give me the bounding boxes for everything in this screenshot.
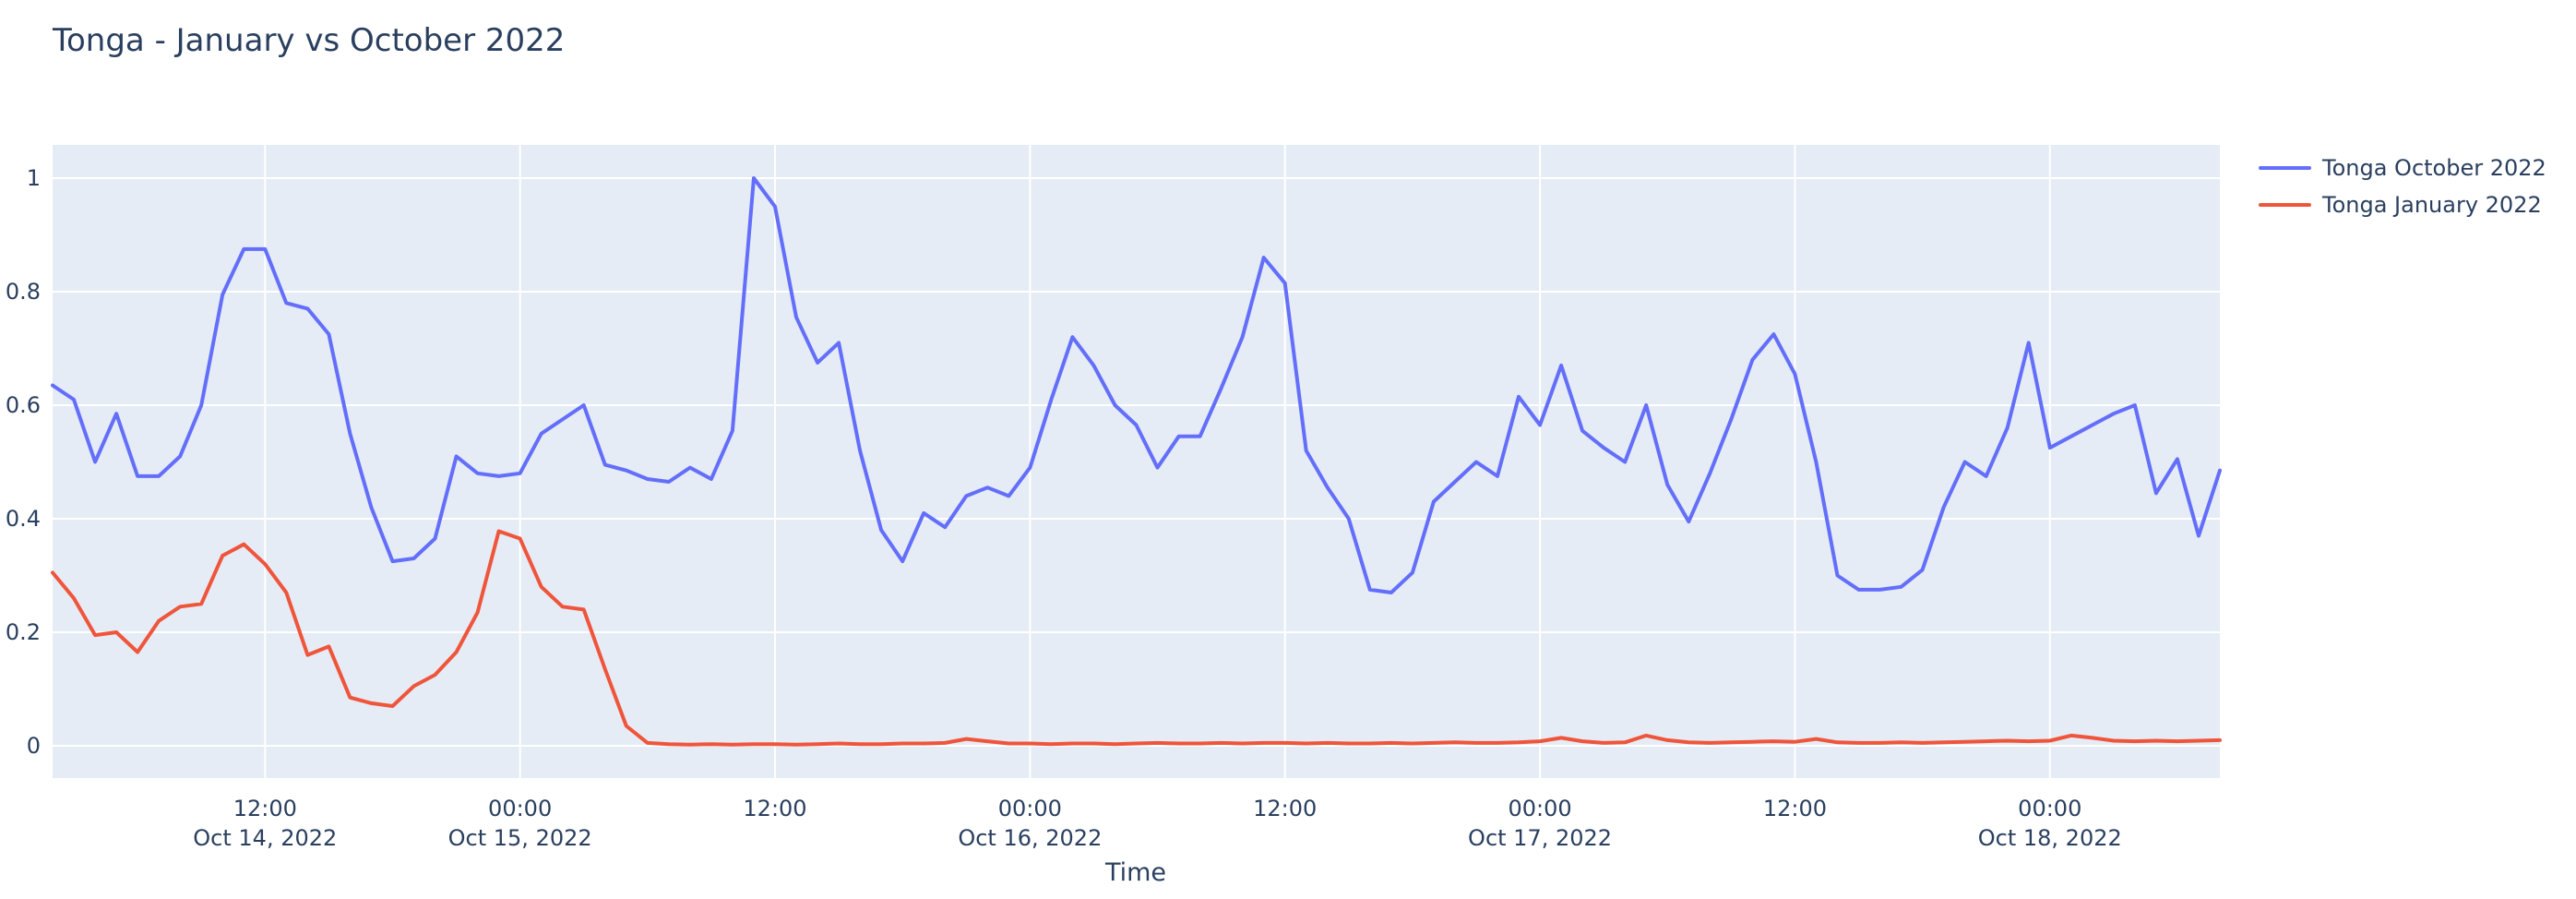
legend-item-october[interactable]: Tonga October 2022: [2259, 150, 2546, 186]
y-tick-label: 0.6: [6, 392, 41, 418]
x-tick-label-time: 00:00: [2018, 796, 2081, 821]
x-tick-label-time: 00:00: [998, 796, 1062, 821]
chart-title: Tonga - January vs October 2022: [53, 22, 566, 59]
legend-label-january: Tonga January 2022: [2322, 192, 2542, 218]
y-tick-label: 0.2: [6, 619, 41, 645]
series-line-october[interactable]: [51, 176, 2222, 594]
x-tick-label-time: 12:00: [1763, 796, 1827, 821]
legend-label-october: Tonga October 2022: [2322, 155, 2546, 181]
x-tick-label-date: Oct 15, 2022: [448, 825, 592, 851]
legend-line-january-icon: [2259, 203, 2311, 207]
x-tick-label-date: Oct 18, 2022: [1978, 825, 2122, 851]
x-axis-title: Time: [1104, 858, 1167, 887]
legend-item-january[interactable]: Tonga January 2022: [2259, 186, 2546, 223]
x-tick-label-date: Oct 14, 2022: [193, 825, 337, 851]
plot-background: [53, 145, 2220, 778]
legend: Tonga October 2022 Tonga January 2022: [2259, 150, 2546, 223]
series-line-january[interactable]: [51, 529, 2222, 747]
x-tick-label-time: 00:00: [488, 796, 552, 821]
y-tick-label: 0.8: [6, 279, 41, 305]
x-tick-label-date: Oct 17, 2022: [1468, 825, 1612, 851]
x-tick-label-time: 00:00: [1508, 796, 1571, 821]
legend-line-october-icon: [2259, 166, 2311, 170]
x-tick-label-time: 12:00: [1253, 796, 1317, 821]
y-tick-label: 0: [27, 733, 41, 759]
y-tick-label: 0.4: [6, 506, 41, 532]
y-tick-label: 1: [27, 165, 41, 191]
x-tick-label-time: 12:00: [233, 796, 297, 821]
x-tick-label-date: Oct 16, 2022: [958, 825, 1102, 851]
x-tick-label-time: 12:00: [743, 796, 806, 821]
